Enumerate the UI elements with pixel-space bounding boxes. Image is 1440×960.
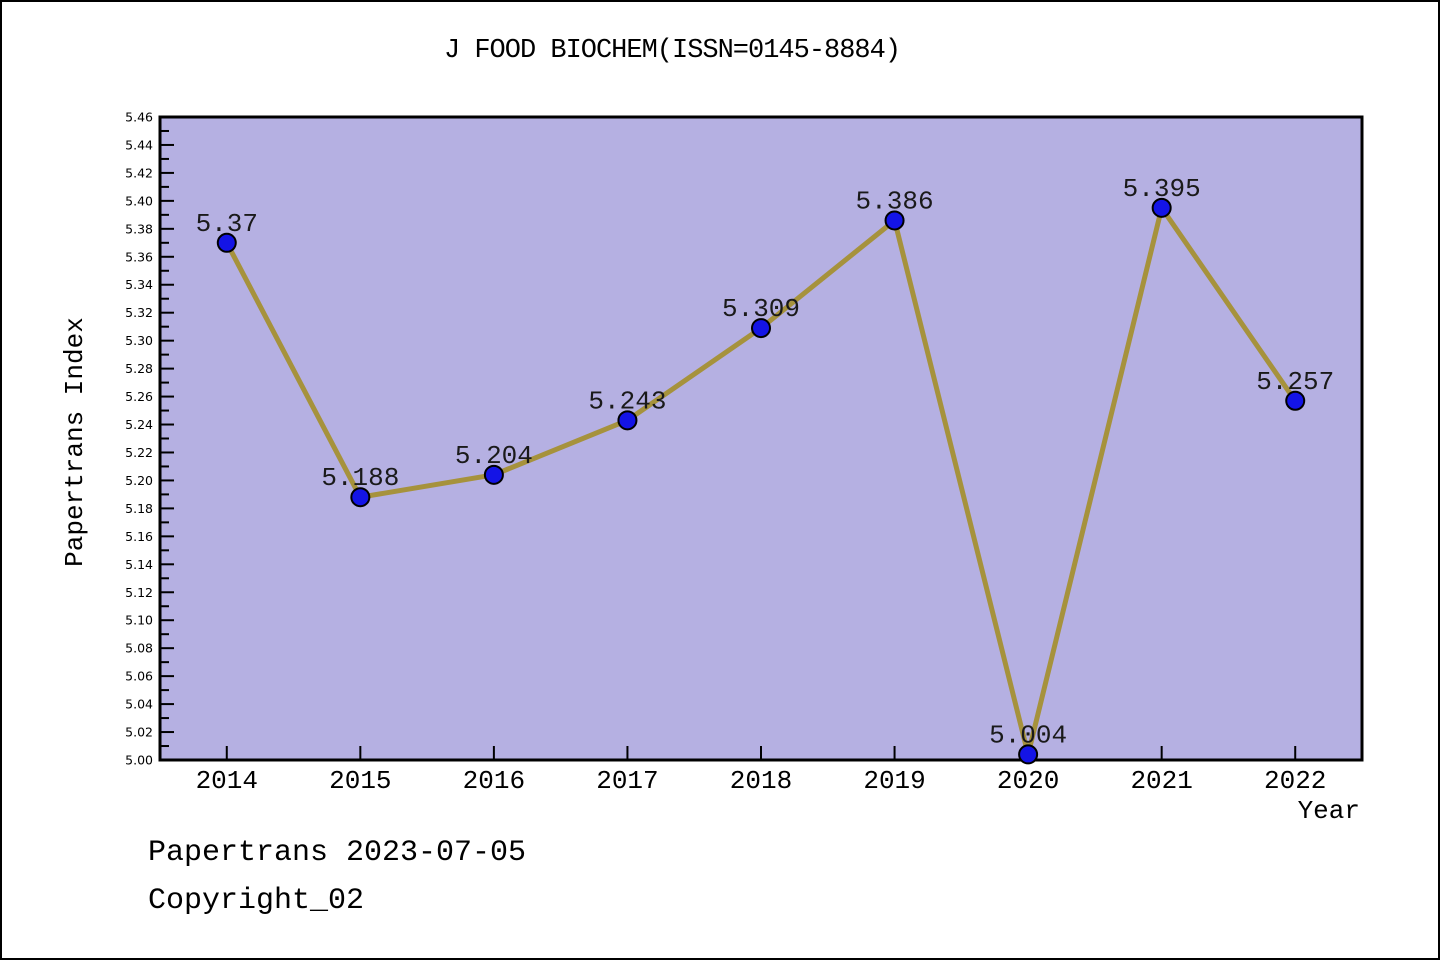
svg-text:5.42: 5.42 [125, 165, 153, 180]
data-point-label: 5.004 [989, 720, 1067, 750]
footer-copyright: Copyright_02 [148, 884, 365, 918]
x-axis-ticks: 2014 2015 2016 2017 2018 2019 2020 2021 2022 [196, 746, 1326, 796]
data-point-marker [483, 464, 504, 485]
data-point-marker [884, 210, 905, 231]
svg-text:5.24: 5.24 [125, 417, 153, 432]
svg-text:5.38: 5.38 [125, 221, 153, 236]
data-point-label: 5.257 [1256, 367, 1334, 397]
svg-text:2015: 2015 [329, 766, 391, 796]
svg-text:5.02: 5.02 [125, 725, 153, 740]
svg-text:5.30: 5.30 [125, 333, 153, 348]
data-point-marker [1151, 197, 1172, 218]
svg-text:5.12: 5.12 [125, 585, 153, 600]
svg-text:2018: 2018 [730, 766, 792, 796]
data-point-label: 5.188 [321, 463, 399, 493]
svg-text:5.44: 5.44 [125, 137, 153, 152]
svg-text:2016: 2016 [463, 766, 525, 796]
svg-text:5.34: 5.34 [125, 277, 153, 292]
data-point-label: 5.243 [588, 386, 666, 416]
svg-text:2014: 2014 [196, 766, 258, 796]
data-point-label: 5.386 [856, 186, 934, 216]
svg-text:5.20: 5.20 [125, 473, 153, 488]
data-point-marker [617, 410, 638, 431]
svg-text:5.06: 5.06 [125, 669, 153, 684]
y-axis-ticks: 5.00 5.02 5.04 5.06 5.08 5.10 5.12 5.14 5.16 5.18… [125, 110, 174, 768]
svg-text:5.22: 5.22 [125, 445, 153, 460]
data-point-marker [1018, 744, 1039, 765]
svg-text:2022: 2022 [1264, 766, 1326, 796]
data-point-labels: 5.37 5.188 5.204 5.243 5.309 5.386 5.004 5.395 5… [196, 174, 1335, 751]
svg-text:5.40: 5.40 [125, 193, 153, 208]
data-point-label: 5.395 [1123, 174, 1201, 204]
svg-text:2017: 2017 [596, 766, 658, 796]
x-axis-label: Year [1297, 796, 1360, 826]
data-point-marker [1285, 390, 1306, 411]
svg-text:2021: 2021 [1130, 766, 1192, 796]
svg-text:5.08: 5.08 [125, 641, 153, 656]
svg-text:5.14: 5.14 [125, 557, 153, 572]
svg-text:5.46: 5.46 [125, 110, 153, 125]
svg-text:5.10: 5.10 [125, 613, 153, 628]
data-point-marker [216, 232, 237, 253]
data-point-label: 5.309 [722, 294, 800, 324]
data-point-marker [751, 318, 771, 339]
svg-text:5.04: 5.04 [125, 697, 153, 712]
data-point-label: 5.37 [196, 209, 258, 239]
svg-text:5.00: 5.00 [125, 753, 153, 768]
data-point-marker [350, 487, 371, 508]
svg-text:5.32: 5.32 [125, 305, 153, 320]
svg-text:5.16: 5.16 [125, 529, 153, 544]
svg-text:2019: 2019 [863, 766, 925, 796]
data-point-markers [216, 197, 1306, 765]
footer-date: Papertrans 2023-07-05 [148, 836, 527, 870]
svg-text:5.28: 5.28 [125, 361, 153, 376]
svg-text:5.36: 5.36 [125, 249, 153, 264]
svg-text:5.18: 5.18 [125, 501, 153, 516]
svg-text:2020: 2020 [997, 766, 1059, 796]
chart-title: J FOOD BIOCHEM(ISSN=0145-8884) [443, 36, 901, 66]
data-point-label: 5.204 [455, 441, 533, 471]
plot-background [158, 115, 1364, 762]
svg-text:5.26: 5.26 [125, 389, 153, 404]
